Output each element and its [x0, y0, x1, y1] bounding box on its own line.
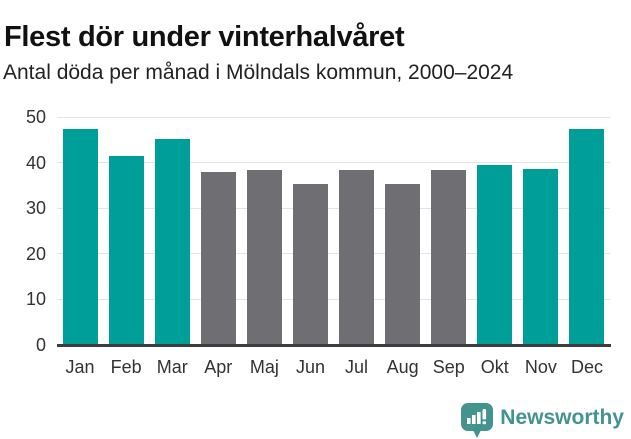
newsworthy-logo: Newsworthy	[461, 403, 624, 438]
chart-subtitle: Antal döda per månad i Mölndals kommun, …	[3, 61, 514, 84]
bar-sep	[431, 169, 467, 345]
x-tick-label-mar: Mar	[156, 357, 188, 377]
x-axis-line	[57, 344, 611, 347]
gridline-20	[57, 253, 610, 255]
bar-dec	[569, 129, 605, 345]
newsworthy-wordmark: Newsworthy	[500, 406, 624, 429]
bar-apr	[200, 172, 236, 345]
bar-maj	[246, 169, 282, 345]
x-tick-label-jan: Jan	[65, 357, 95, 377]
gridline-10	[57, 298, 610, 300]
x-tick-label-jul: Jul	[345, 357, 369, 377]
gridline-30	[57, 207, 610, 209]
x-tick-label-okt: Okt	[480, 357, 509, 377]
bar-jul	[339, 170, 375, 345]
x-tick-label-dec: Dec	[570, 357, 603, 377]
bar-nov	[523, 168, 559, 345]
x-tick-label-apr: Apr	[204, 357, 233, 377]
gridline-40	[57, 162, 610, 164]
x-tick-label-jun: Jun	[295, 357, 325, 377]
bar-mar	[154, 139, 190, 345]
x-tick-label-sep: Sep	[432, 357, 465, 377]
bar-jun	[292, 184, 328, 345]
bar-okt	[477, 165, 513, 345]
bar-aug	[385, 184, 421, 345]
y-tick-label-30: 30	[25, 198, 46, 219]
newsworthy-icon	[461, 403, 494, 438]
y-tick-label-20: 20	[25, 243, 46, 264]
x-tick-label-nov: Nov	[524, 357, 557, 377]
y-tick-label-0: 0	[35, 335, 46, 355]
x-tick-label-aug: Aug	[386, 357, 419, 377]
y-tick-label-40: 40	[25, 152, 46, 173]
y-tick-label-50: 50	[25, 107, 46, 127]
chart-title: Flest dör under vinterhalvåret	[4, 21, 405, 54]
bar-feb	[108, 156, 144, 345]
x-tick-label-maj: Maj	[249, 357, 279, 377]
gridline-50	[57, 116, 610, 118]
y-tick-label-10: 10	[25, 289, 46, 310]
x-tick-label-feb: Feb	[110, 357, 142, 377]
bar-jan	[62, 129, 98, 345]
